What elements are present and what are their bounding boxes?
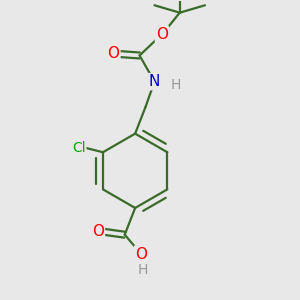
Text: O: O bbox=[92, 224, 104, 239]
Text: O: O bbox=[135, 247, 147, 262]
Text: O: O bbox=[156, 27, 168, 42]
Text: N: N bbox=[149, 74, 160, 89]
Text: O: O bbox=[107, 46, 119, 62]
Text: H: H bbox=[137, 263, 148, 278]
Text: Cl: Cl bbox=[72, 141, 86, 155]
Text: H: H bbox=[171, 78, 181, 92]
